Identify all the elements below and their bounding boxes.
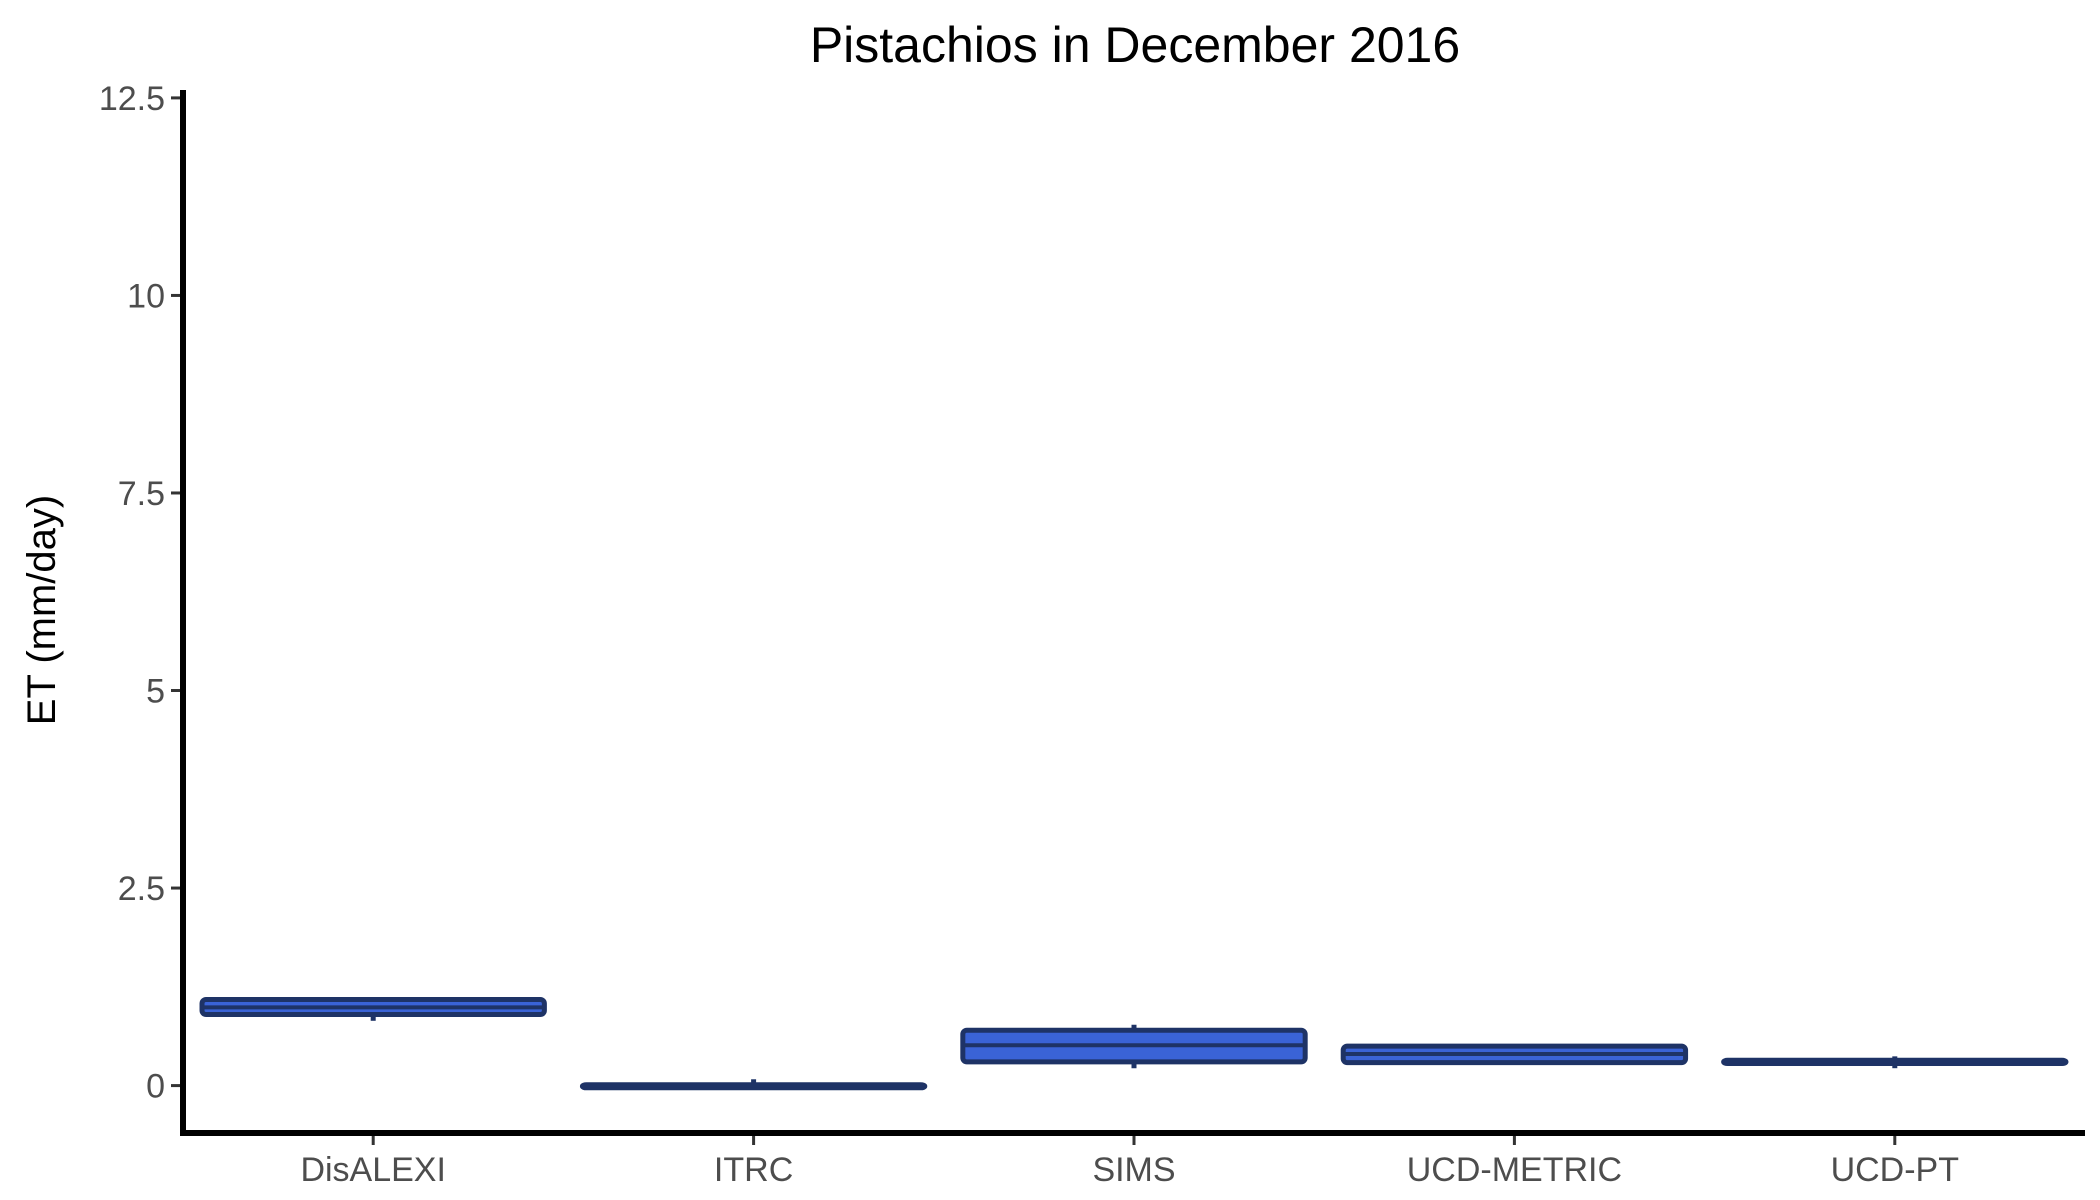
y-axis-ticks: 0 2.5 5 7.5 10 12.5 xyxy=(99,80,183,1106)
y-tick-label: 7.5 xyxy=(118,475,165,513)
x-axis-ticks: DisALEXI ITRC SIMS UCD-METRIC UCD-PT xyxy=(300,1133,1959,1189)
box-ucd-pt xyxy=(1721,1056,2069,1069)
boxes-layer xyxy=(199,996,2069,1091)
x-tick-label: ITRC xyxy=(714,1151,793,1189)
box-itrc xyxy=(579,1079,928,1091)
box-disalexi xyxy=(199,996,547,1021)
y-tick-label: 2.5 xyxy=(118,870,165,908)
box-sims xyxy=(960,1024,1308,1069)
x-tick-label: UCD-PT xyxy=(1831,1151,1959,1189)
y-tick-label: 10 xyxy=(127,277,165,315)
y-axis-title: ET (mm/day) xyxy=(20,495,64,725)
chart-title: Pistachios in December 2016 xyxy=(810,17,1460,73)
y-tick-label: 0 xyxy=(146,1068,165,1106)
y-tick-label: 5 xyxy=(146,673,165,711)
x-tick-label: SIMS xyxy=(1092,1151,1175,1189)
x-tick-label: DisALEXI xyxy=(300,1151,446,1189)
box-ucd-metric xyxy=(1340,1043,1689,1066)
y-tick-label: 12.5 xyxy=(99,80,165,118)
x-tick-label: UCD-METRIC xyxy=(1407,1151,1622,1189)
